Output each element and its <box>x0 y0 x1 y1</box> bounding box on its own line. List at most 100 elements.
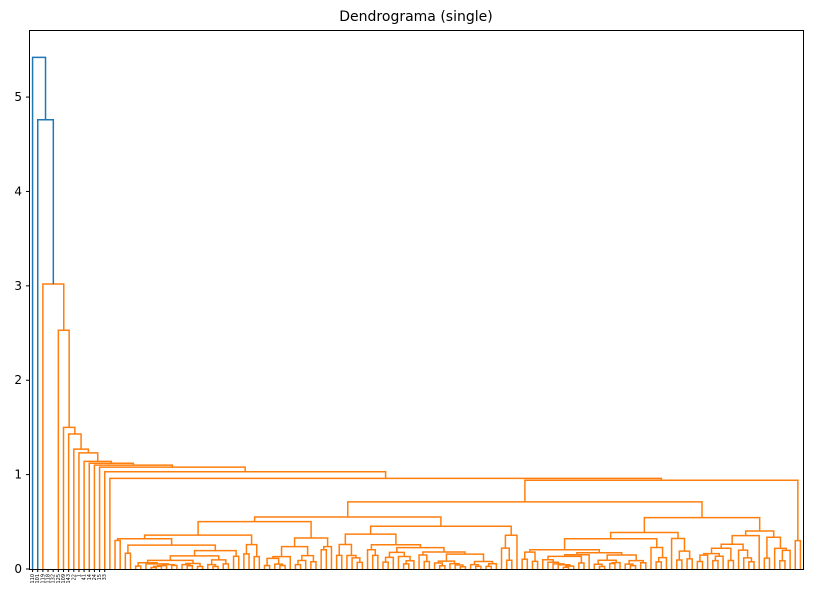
dendrogram-link-13 <box>185 562 201 567</box>
dendrogram-link-112 <box>699 554 709 569</box>
dendrogram-link-59 <box>459 566 467 569</box>
leaf-label-5: 125 <box>56 574 62 584</box>
dendrogram-link-79 <box>531 560 539 569</box>
dendrogram-link-106 <box>675 559 683 569</box>
dendrogram-link-54 <box>388 551 406 558</box>
dendrogram-link-24 <box>243 553 250 569</box>
dendrogram-link-51 <box>402 563 410 569</box>
dendrogram-link-108 <box>678 550 691 560</box>
dendrogram-link-30 <box>274 563 284 569</box>
leaf-label-3: 118 <box>46 574 52 584</box>
dendrogram-link-138 <box>83 460 113 569</box>
dendrogram-link-17 <box>222 563 230 569</box>
y-tick-label-5: 5 <box>14 90 22 104</box>
chart-title: Dendrograma (single) <box>339 9 492 25</box>
dendrogram-link-46 <box>338 543 353 556</box>
dendrogram-link-75 <box>504 534 518 569</box>
dendrogram-link-23 <box>116 537 173 546</box>
dendrogram-link-76 <box>369 525 512 536</box>
dendrogram-link-25 <box>253 555 261 569</box>
dendrogram-link-72 <box>344 533 397 545</box>
dendrogram-link-121 <box>720 543 744 551</box>
dendrogram-link-42 <box>335 554 343 569</box>
dendrogram-link-6 <box>170 564 178 569</box>
dendrogram-link-92 <box>609 562 616 569</box>
dendrogram-link-50 <box>384 556 395 569</box>
dendrogram-link-73 <box>505 559 513 569</box>
dendrogram-link-44 <box>351 557 361 569</box>
dendrogram-link-56 <box>418 554 428 569</box>
dendrogram-link-146 <box>31 56 47 569</box>
dendrogram-link-107 <box>686 558 693 569</box>
dendrogram-link-65 <box>485 565 492 569</box>
dendrogram-link-115 <box>703 552 721 557</box>
dendrogram-link-143 <box>57 329 70 569</box>
dendrogram-link-130 <box>347 501 703 518</box>
dendrogram-link-100 <box>576 552 623 555</box>
dendrogram-link-105 <box>563 537 658 550</box>
dendrogram-links <box>31 56 802 569</box>
dendrogram-link-118 <box>748 561 755 569</box>
dendrogram-link-71 <box>370 544 422 550</box>
leaf-label-0: 110 <box>30 574 36 584</box>
dendrogram-link-48 <box>366 549 377 569</box>
leaf-label-12: 24 <box>92 574 98 580</box>
leaf-label-1: 101 <box>35 574 41 584</box>
dendrogram-link-10 <box>186 564 194 569</box>
dendrogram-link-119 <box>742 557 753 569</box>
dendrogram-link-43 <box>356 561 364 569</box>
leaf-label-8: 22 <box>71 574 77 580</box>
dendrogram-link-29 <box>279 564 286 569</box>
dendrogram-link-78 <box>521 558 529 569</box>
plot-frame <box>29 30 804 570</box>
dendrogram-link-111 <box>696 560 704 569</box>
y-tick-label-2: 2 <box>14 373 22 387</box>
dendrogram-link-5 <box>156 564 168 569</box>
dendrogram-link-96 <box>624 563 634 569</box>
dendrogram-link-38 <box>320 548 328 569</box>
dendrogram-link-131 <box>794 539 802 569</box>
dendrogram-link-145 <box>36 118 55 569</box>
dendrogram-link-49 <box>382 561 389 569</box>
dendrogram-link-124 <box>779 559 786 569</box>
dendrogram-link-103 <box>657 556 668 569</box>
dendrogram-link-26 <box>245 543 258 557</box>
dendrogram-link-90 <box>598 565 606 569</box>
leaf-label-11: 14 <box>87 574 93 580</box>
dendrogram-link-0 <box>114 539 121 569</box>
dendrogram-link-22 <box>127 544 217 554</box>
dendrogram-link-144 <box>42 283 65 569</box>
dendrogram-link-123 <box>763 557 771 569</box>
leaf-label-9: 1 <box>76 574 82 577</box>
dendrogram-link-67 <box>473 560 494 565</box>
dendrogram-link-27 <box>143 534 253 545</box>
dendrogram-link-80 <box>523 551 536 562</box>
y-tick-label-4: 4 <box>14 184 22 198</box>
dendrogram-link-39 <box>322 545 333 569</box>
dendrogram-link-4 <box>152 565 163 569</box>
dendrogram-link-97 <box>639 562 647 569</box>
dendrogram-link-102 <box>655 561 663 569</box>
dendrogram-link-136 <box>93 464 174 569</box>
dendrogram-link-52 <box>405 560 415 569</box>
dendrogram-link-21 <box>193 549 237 557</box>
dendrogram-link-129 <box>643 516 761 533</box>
dendrogram-link-84 <box>552 563 565 569</box>
dendrogram-link-87 <box>578 562 585 569</box>
dendrogram-link-55 <box>423 560 431 569</box>
x-axis-leaf-labels: 110 101 119 118 132 125 109 143 22 1 41 14 24 15 33 <box>30 569 108 584</box>
dendrogram-link-3 <box>150 566 158 569</box>
y-tick-label-1: 1 <box>14 468 22 482</box>
leaf-label-6: 109 <box>61 574 67 584</box>
dendrogram-link-35 <box>310 561 317 569</box>
leaf-label-13: 15 <box>97 574 103 580</box>
dendrogram-link-45 <box>346 554 357 569</box>
dendrogram-link-74 <box>500 547 511 569</box>
dendrogram-link-98 <box>628 559 644 565</box>
dendrogram-link-117 <box>710 547 732 561</box>
dendrogram-link-140 <box>73 448 90 569</box>
dendrogram-link-95 <box>629 564 637 569</box>
leaf-label-10: 41 <box>82 574 88 580</box>
dendrogram-link-40 <box>293 537 329 547</box>
